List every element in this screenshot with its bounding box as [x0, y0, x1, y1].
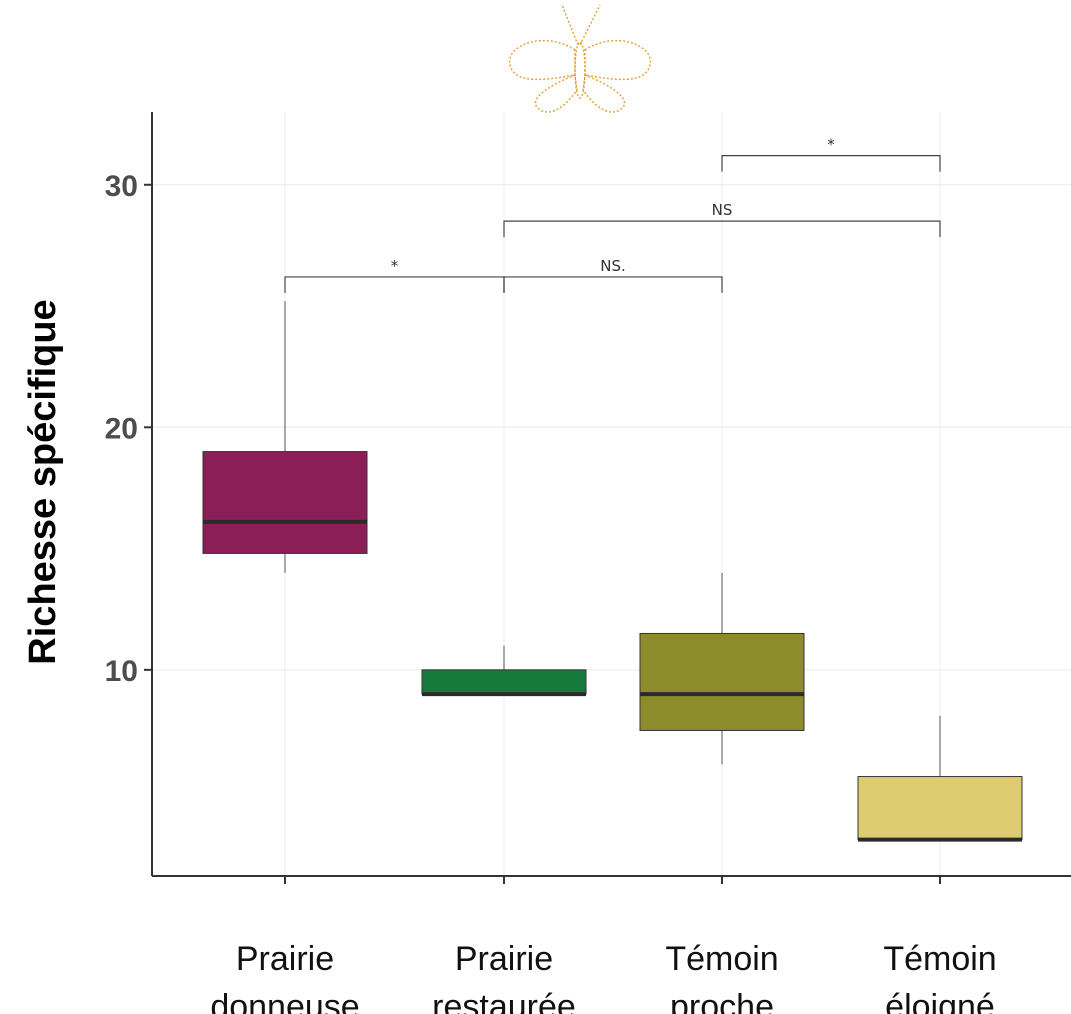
axes [144, 112, 1071, 884]
y-tick-label: 30 [105, 170, 138, 203]
x-tick-label: restaurée [432, 988, 576, 1014]
box [421, 669, 587, 695]
bracket-line [503, 276, 723, 293]
x-tick-label: Prairie [236, 940, 334, 978]
box-group [639, 572, 805, 765]
significance-label: * [827, 136, 835, 154]
x-tick-label: éloigné [885, 988, 995, 1014]
bracket-line [284, 276, 505, 293]
comparison-bracket: * [284, 257, 505, 293]
box-group [202, 301, 368, 573]
significance-label: NS. [600, 257, 626, 275]
comparison-bracket: NS. [503, 257, 723, 293]
box [857, 776, 1023, 841]
box-group [421, 645, 587, 697]
butterfly-logo [509, 4, 651, 113]
y-tick-label: 10 [105, 655, 138, 688]
box-group [857, 715, 1023, 842]
significance-label: NS [712, 201, 733, 219]
boxes [202, 301, 1023, 842]
x-tick-label: proche [670, 988, 774, 1014]
bracket-line [721, 155, 941, 172]
bracket-line [503, 220, 941, 238]
box [639, 632, 805, 731]
significance-label: * [391, 257, 399, 275]
x-tick-label: Prairie [455, 940, 553, 978]
x-tick-label: donneuse [210, 988, 359, 1014]
x-tick-label: Témoin [883, 940, 996, 978]
axis-labels: 10 20 30 Prairie donneuse Prairie restaurée Tém… [105, 170, 997, 1014]
x-tick-label: Témoin [665, 940, 778, 978]
comparison-bracket: * [721, 136, 941, 172]
comparison-bracket: NS [503, 201, 941, 238]
y-axis-label: Richesse spécifique [22, 299, 64, 664]
y-tick-label: 20 [105, 412, 138, 445]
significance-brackets: * NS. NS * [284, 136, 941, 293]
box [202, 451, 368, 554]
